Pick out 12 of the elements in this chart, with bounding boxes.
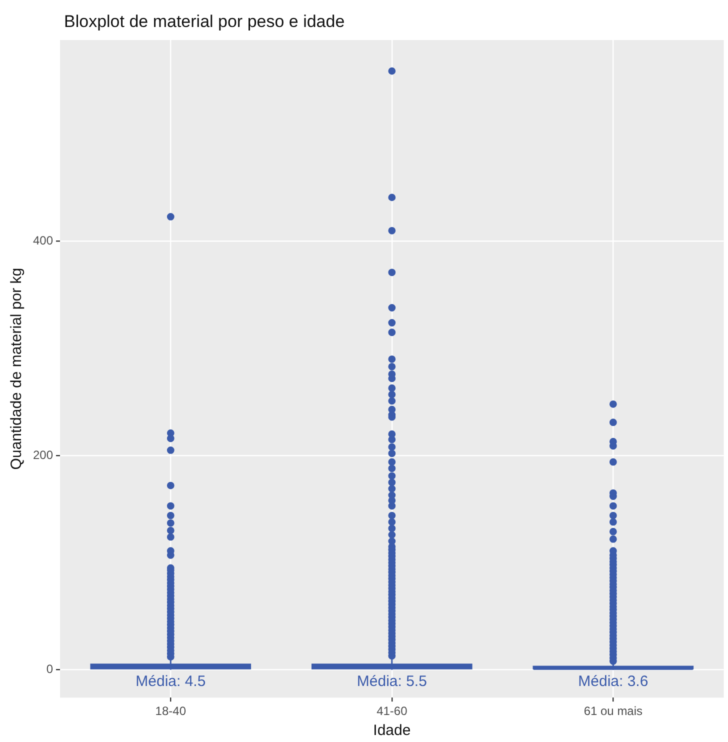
chart-title: Bloxplot de material por peso e idade xyxy=(64,12,345,32)
x-tick-label: 61 ou mais xyxy=(584,704,643,718)
y-tick-label: 400 xyxy=(32,234,54,248)
x-tick-label: 41-60 xyxy=(376,704,408,718)
annotation: Média: 5.5 xyxy=(356,672,427,690)
y-tick-label: 200 xyxy=(32,448,54,462)
x-tick-label: 18-40 xyxy=(155,704,186,718)
y-tick-label: 0 xyxy=(46,662,54,676)
y-axis-title: Quantidade de material por kg xyxy=(8,268,26,470)
x-axis-title: Idade xyxy=(373,722,411,740)
annotation: Média: 3.6 xyxy=(578,672,648,690)
annotation: Média: 4.5 xyxy=(136,672,206,690)
